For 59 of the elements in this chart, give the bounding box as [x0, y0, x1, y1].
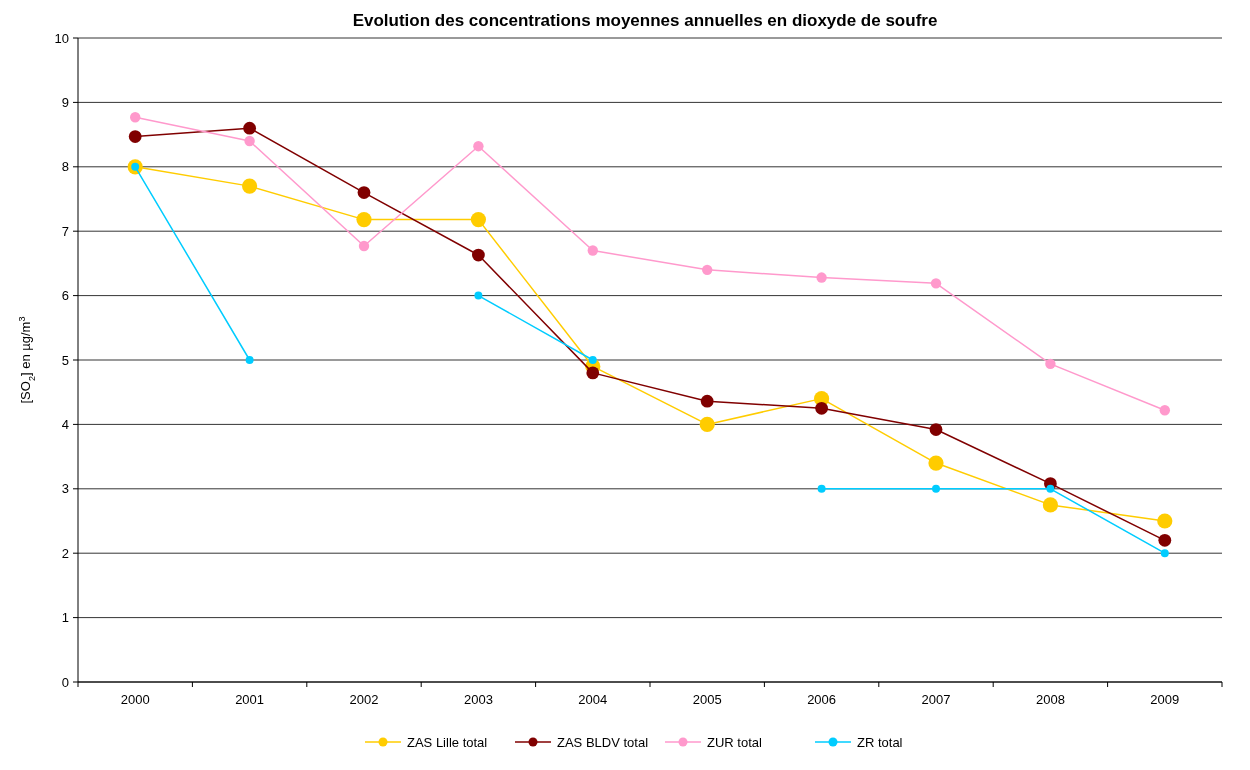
- point: [1157, 513, 1173, 529]
- legend-label: ZR total: [857, 734, 903, 750]
- point: [700, 394, 714, 408]
- x-tick-label: 2006: [807, 692, 837, 707]
- x-tick-label: 2005: [692, 692, 722, 707]
- y-tick-label: 0: [61, 674, 69, 690]
- legend-label: ZAS BLDV total: [557, 734, 649, 750]
- point: [474, 291, 483, 300]
- y-tick-label: 2: [61, 545, 69, 561]
- point: [702, 264, 713, 276]
- y-tick-label: 9: [61, 94, 69, 110]
- y-tick-label: 10: [54, 30, 69, 46]
- point: [699, 416, 715, 432]
- point: [356, 212, 372, 228]
- legend-label: ZAS Lille total: [407, 734, 488, 750]
- point: [245, 356, 254, 364]
- point: [358, 240, 370, 252]
- point: [930, 278, 942, 289]
- point: [588, 356, 597, 364]
- point: [587, 245, 598, 256]
- point: [242, 178, 258, 194]
- point: [1159, 405, 1170, 416]
- y-tick-label: 5: [61, 352, 69, 368]
- point: [815, 401, 828, 415]
- y-tick-label: 7: [61, 223, 69, 239]
- point: [928, 455, 944, 471]
- point: [1045, 358, 1056, 370]
- x-tick-label: 2002: [349, 692, 379, 707]
- point: [473, 140, 484, 152]
- y-tick-label: 8: [61, 159, 69, 175]
- point: [357, 186, 371, 199]
- point: [586, 366, 600, 380]
- x-tick-label: 2004: [578, 692, 608, 707]
- point: [816, 272, 827, 283]
- point: [1046, 484, 1055, 493]
- y-tick-label: 6: [61, 288, 69, 304]
- y-tick-label: 4: [61, 416, 69, 432]
- x-tick-label: 2000: [120, 692, 150, 707]
- point: [130, 112, 141, 123]
- point: [1160, 549, 1169, 558]
- point: [472, 248, 485, 262]
- point: [817, 484, 826, 493]
- point: [244, 135, 255, 147]
- x-tick-label: 2003: [463, 692, 493, 707]
- x-tick-label: 2008: [1035, 692, 1065, 707]
- point: [932, 484, 940, 493]
- point: [1042, 497, 1058, 513]
- point: [929, 423, 943, 436]
- point: [1158, 533, 1172, 547]
- legend-label: ZUR total: [707, 734, 763, 750]
- chart-title: Evolution des concentrations moyennes annuelles en dioxyde de soufre: [352, 11, 938, 30]
- point: [470, 212, 486, 228]
- point: [243, 121, 256, 135]
- y-tick-label: 3: [61, 481, 69, 497]
- x-tick-label: 2007: [921, 692, 951, 707]
- y-tick-label: 1: [61, 610, 69, 626]
- x-tick-label: 2009: [1150, 692, 1180, 707]
- x-tick-label: 2001: [235, 692, 265, 707]
- point: [128, 130, 142, 143]
